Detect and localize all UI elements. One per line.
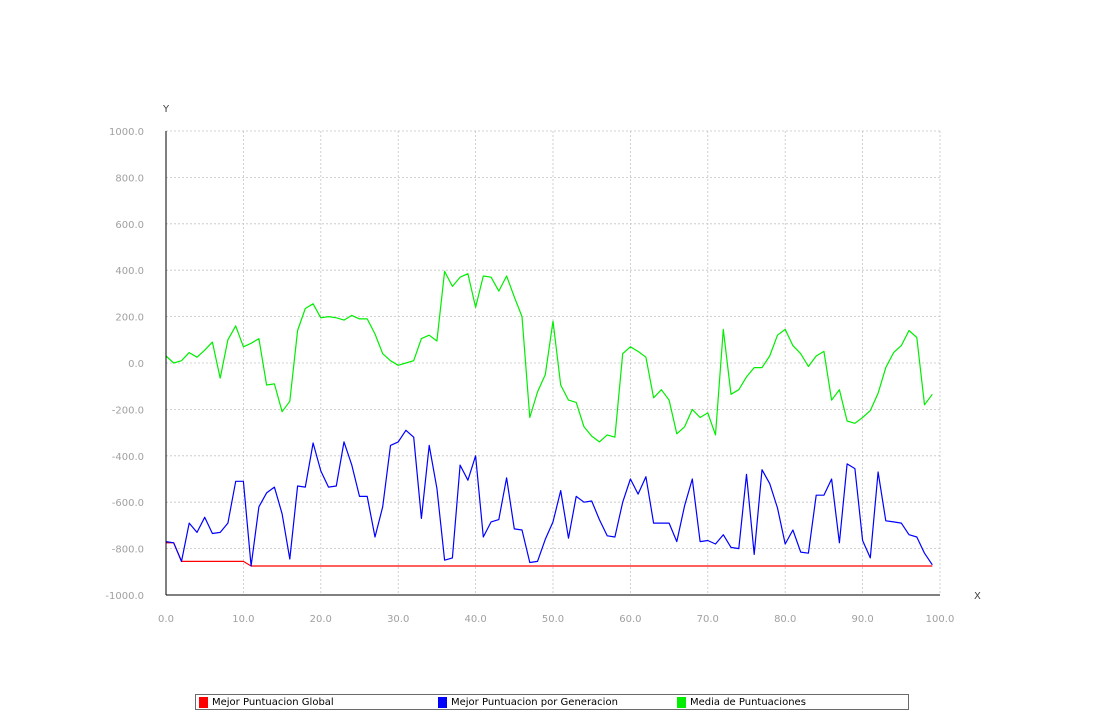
legend-label-average: Media de Puntuaciones	[690, 697, 806, 708]
x-tick-labels: 0.0 10.0 20.0 30.0 40.0 50.0 60.0 70.0 80.0 90.0 1…	[158, 614, 954, 625]
y-tick-label: -400.0	[112, 452, 144, 463]
x-tick-label: 90.0	[851, 614, 873, 625]
x-tick-label: 70.0	[697, 614, 719, 625]
x-tick-label: 50.0	[542, 614, 564, 625]
y-tick-label: 600.0	[115, 220, 144, 231]
data-series	[165, 270, 933, 567]
x-tick-label: 40.0	[464, 614, 486, 625]
series-line-1	[165, 429, 933, 567]
x-tick-label: 10.0	[232, 614, 254, 625]
x-tick-label: 80.0	[774, 614, 796, 625]
legend-label-generation: Mejor Puntuacion por Generacion	[451, 697, 618, 708]
legend-swatch-red	[199, 697, 208, 708]
y-tick-label: -600.0	[112, 498, 144, 509]
series-line-2	[165, 270, 933, 443]
legend-label-global: Mejor Puntuacion Global	[212, 697, 334, 708]
y-tick-label: 0.0	[128, 359, 144, 370]
y-tick-label: -200.0	[112, 405, 144, 416]
axes	[165, 131, 940, 596]
y-tick-label: 200.0	[115, 313, 144, 324]
x-tick-label: 30.0	[387, 614, 409, 625]
y-axis-label: Y	[162, 104, 170, 115]
x-tick-label: 0.0	[158, 614, 174, 625]
legend-swatch-blue	[438, 697, 447, 708]
y-tick-label: 800.0	[115, 173, 144, 184]
series-line-0	[166, 542, 933, 567]
y-tick-label: -1000.0	[105, 591, 144, 602]
x-tick-label: 60.0	[619, 614, 641, 625]
legend-item-average: Media de Puntuaciones	[677, 696, 806, 709]
legend: Mejor Puntuacion Global Mejor Puntuacion…	[195, 694, 909, 710]
y-tick-labels: -1000.0 -800.0 -600.0 -400.0 -200.0 0.0 200.0 4…	[105, 127, 144, 602]
y-tick-label: 400.0	[115, 266, 144, 277]
y-tick-label: 1000.0	[109, 127, 144, 138]
x-tick-label: 20.0	[310, 614, 332, 625]
legend-item-global: Mejor Puntuacion Global	[199, 696, 334, 709]
y-tick-label: -800.0	[112, 545, 144, 556]
legend-swatch-green	[677, 697, 686, 708]
x-axis-label: X	[974, 591, 981, 602]
grid-lines	[165, 130, 941, 596]
line-chart: 0.0 10.0 20.0 30.0 40.0 50.0 60.0 70.0 80.0 90.0 1…	[105, 104, 981, 625]
x-tick-label: 100.0	[926, 614, 955, 625]
legend-item-generation: Mejor Puntuacion por Generacion	[438, 696, 618, 709]
